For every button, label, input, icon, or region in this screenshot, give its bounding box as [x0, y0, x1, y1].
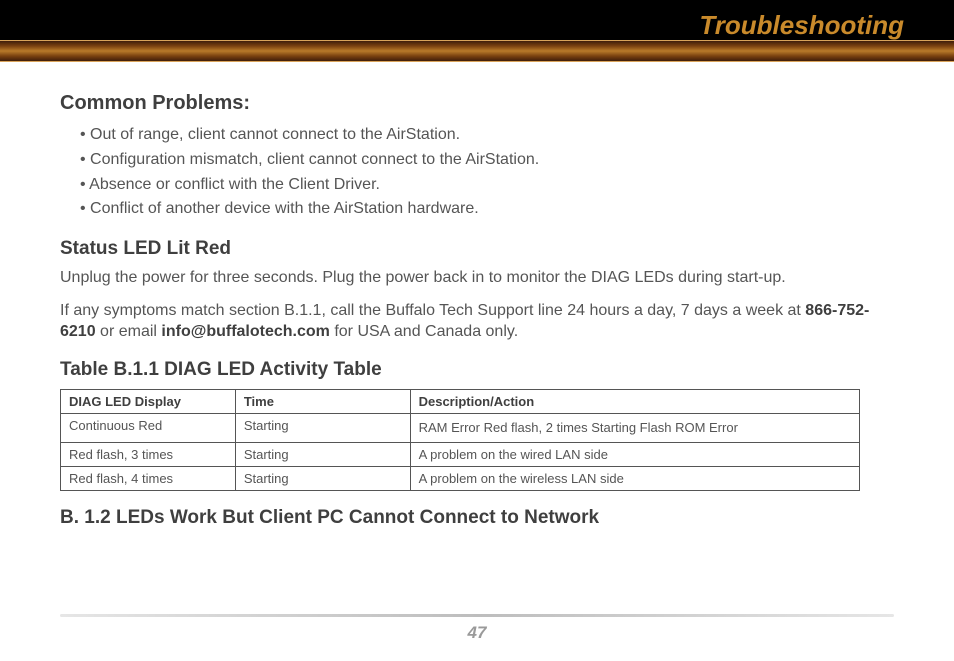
table-row: Continuous Red Starting RAM Error Red fl…: [61, 413, 860, 443]
col-time: Time: [235, 389, 410, 413]
diag-led-table: DIAG LED Display Time Description/Action…: [60, 389, 860, 492]
cell-description: A problem on the wireless LAN side: [410, 467, 859, 491]
para2-mid: or email: [96, 323, 162, 340]
common-problems-heading: Common Problems:: [60, 92, 894, 115]
page-title: Troubleshooting: [699, 10, 904, 41]
cell-time: Starting: [235, 443, 410, 467]
section-b12-heading: B. 1.2 LEDs Work But Client PC Cannot Co…: [60, 507, 894, 529]
cell-display: Red flash, 3 times: [61, 443, 236, 467]
status-led-para2: If any symptoms match section B.1.1, cal…: [60, 301, 894, 343]
cell-description: A problem on the wired LAN side: [410, 443, 859, 467]
col-description: Description/Action: [410, 389, 859, 413]
cell-display: Red flash, 4 times: [61, 467, 236, 491]
footer: 47: [0, 614, 954, 643]
header-bar: Troubleshooting: [0, 0, 954, 62]
list-item: Conflict of another device with the AirS…: [80, 197, 894, 222]
list-item: Configuration mismatch, client cannot co…: [80, 148, 894, 173]
para2-pre: If any symptoms match section B.1.1, cal…: [60, 302, 805, 319]
common-problems-list: Out of range, client cannot connect to t…: [80, 123, 894, 222]
para2-post: for USA and Canada only.: [330, 323, 518, 340]
status-led-heading: Status LED Lit Red: [60, 238, 894, 260]
status-led-para1: Unplug the power for three seconds. Plug…: [60, 268, 894, 289]
table-header-row: DIAG LED Display Time Description/Action: [61, 389, 860, 413]
support-email: info@buffalotech.com: [161, 323, 329, 340]
cell-time: Starting: [235, 413, 410, 443]
header-band: [0, 40, 954, 62]
diag-table-heading: Table B.1.1 DIAG LED Activity Table: [60, 359, 894, 381]
table-row: Red flash, 3 times Starting A problem on…: [61, 443, 860, 467]
cell-description: RAM Error Red flash, 2 times Starting Fl…: [410, 413, 859, 443]
footer-rule: [60, 614, 894, 617]
col-diag-display: DIAG LED Display: [61, 389, 236, 413]
cell-time: Starting: [235, 467, 410, 491]
table-row: Red flash, 4 times Starting A problem on…: [61, 467, 860, 491]
list-item: Absence or conflict with the Client Driv…: [80, 173, 894, 198]
page-number: 47: [0, 623, 954, 643]
cell-display: Continuous Red: [61, 413, 236, 443]
list-item: Out of range, client cannot connect to t…: [80, 123, 894, 148]
content-area: Common Problems: Out of range, client ca…: [0, 62, 954, 529]
